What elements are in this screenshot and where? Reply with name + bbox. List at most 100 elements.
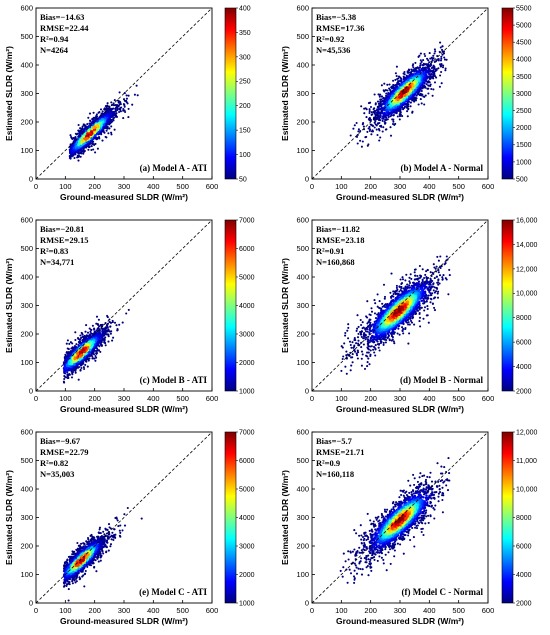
colorbar-tick-label: 100 — [239, 152, 251, 159]
data-point — [368, 108, 371, 111]
data-point — [94, 118, 97, 122]
data-point — [115, 115, 119, 118]
data-point — [122, 117, 125, 120]
data-point — [88, 112, 92, 115]
data-point — [79, 130, 82, 133]
data-point — [86, 123, 89, 126]
data-point — [406, 110, 409, 113]
data-point — [387, 93, 390, 96]
data-point — [420, 102, 423, 105]
data-point — [74, 150, 77, 153]
data-point — [384, 97, 387, 100]
data-point — [444, 67, 447, 70]
data-point — [369, 105, 373, 109]
data-point — [79, 155, 82, 158]
data-point — [408, 69, 411, 72]
data-point — [363, 107, 366, 110]
data-point — [433, 52, 436, 55]
data-point — [373, 93, 376, 96]
colorbar-tick-label: 200 — [239, 103, 251, 110]
data-point — [69, 143, 72, 146]
y-tick-label: 300 — [20, 89, 33, 98]
data-point — [402, 72, 405, 75]
data-point — [101, 118, 104, 121]
data-point — [388, 92, 391, 95]
data-point — [102, 127, 105, 130]
data-point — [396, 115, 399, 118]
data-point — [125, 97, 128, 100]
data-point — [357, 128, 360, 131]
data-point — [69, 134, 72, 137]
data-point — [82, 123, 85, 126]
data-point — [72, 146, 76, 150]
data-point — [442, 52, 445, 55]
data-point — [110, 120, 113, 123]
x-tick-label: 400 — [147, 182, 160, 191]
data-point — [122, 109, 125, 112]
data-point — [109, 115, 112, 118]
data-point — [87, 129, 91, 133]
data-point — [74, 143, 77, 146]
data-point — [96, 128, 100, 132]
data-point — [440, 48, 444, 51]
data-point — [359, 139, 362, 142]
data-point — [127, 94, 130, 97]
data-point — [127, 107, 130, 110]
data-point — [388, 95, 391, 98]
data-point — [122, 103, 125, 106]
data-point — [385, 92, 388, 95]
colorbar — [224, 7, 237, 180]
data-point — [369, 123, 372, 126]
data-point — [117, 99, 120, 103]
colorbar-tick-label: 350 — [239, 30, 251, 37]
data-point — [91, 142, 94, 145]
y-tick-label: 100 — [20, 146, 33, 155]
data-point — [413, 100, 416, 103]
data-point — [394, 78, 397, 81]
data-point — [419, 93, 422, 96]
data-point — [113, 116, 116, 119]
data-point — [377, 127, 380, 131]
data-point — [99, 124, 103, 128]
data-point — [381, 119, 384, 122]
data-point — [77, 129, 80, 132]
data-point — [429, 57, 432, 60]
data-point — [419, 64, 422, 67]
panel-label: (a) Model A - ATI — [140, 163, 208, 173]
stat-text: RMSE=22.44 — [40, 23, 89, 33]
data-point — [349, 134, 352, 137]
data-point — [376, 117, 379, 121]
data-point — [363, 112, 366, 115]
data-point — [386, 83, 389, 86]
data-point — [400, 79, 403, 82]
data-point — [92, 126, 96, 130]
data-point — [75, 147, 79, 150]
data-point — [392, 120, 395, 123]
data-point — [440, 55, 443, 58]
data-point — [94, 134, 97, 137]
data-point — [389, 108, 392, 112]
data-point — [85, 129, 88, 132]
data-point — [435, 76, 438, 79]
data-point — [100, 133, 103, 136]
data-point — [397, 75, 401, 78]
data-point — [127, 116, 130, 119]
data-point — [82, 142, 85, 146]
data-point — [119, 110, 122, 113]
data-point — [431, 57, 434, 61]
data-point — [98, 130, 101, 133]
data-point — [376, 100, 380, 103]
data-point — [409, 105, 412, 108]
data-point — [70, 155, 73, 158]
data-point — [386, 89, 389, 92]
data-point — [373, 107, 376, 110]
data-point — [412, 66, 415, 69]
data-point — [423, 52, 426, 56]
data-point — [428, 61, 431, 64]
data-point — [402, 75, 405, 78]
data-point — [432, 54, 435, 57]
x-tick-label: 200 — [88, 182, 101, 191]
data-point — [442, 64, 445, 67]
data-point — [77, 140, 81, 144]
data-point — [383, 82, 386, 85]
